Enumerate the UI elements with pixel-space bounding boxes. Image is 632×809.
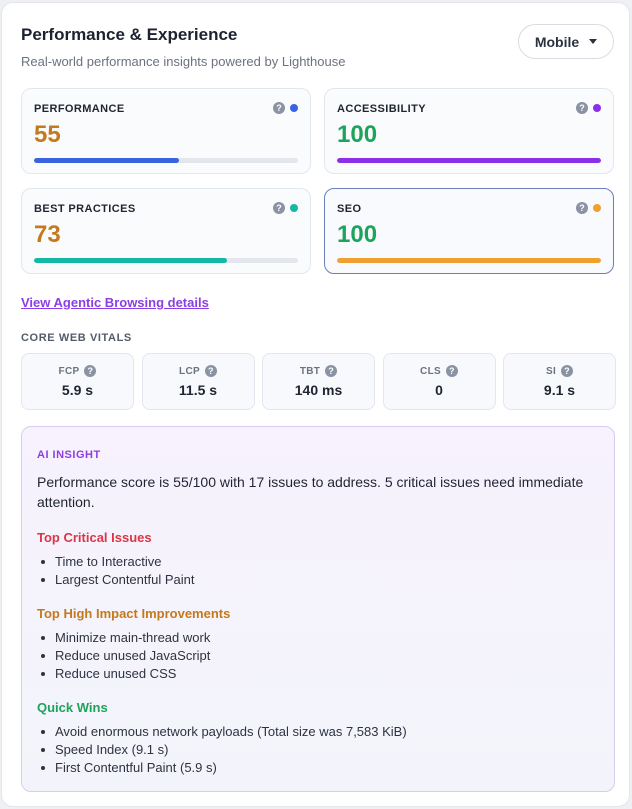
- device-dropdown[interactable]: Mobile: [518, 24, 614, 59]
- score-progress-fill: [337, 158, 601, 163]
- score-label: SEO: [337, 203, 362, 215]
- question-icon[interactable]: ?: [273, 202, 285, 214]
- score-progress-bar: [337, 158, 601, 163]
- vital-lcp: LCP? 11.5 s: [141, 353, 255, 410]
- vital-value: 140 ms: [294, 382, 343, 398]
- question-icon[interactable]: ?: [273, 102, 285, 114]
- list-item: Speed Index (9.1 s): [41, 741, 407, 759]
- question-icon[interactable]: ?: [561, 365, 574, 377]
- agentic-browsing-link[interactable]: View Agentic Browsing details: [21, 295, 209, 310]
- vital-label: LCP: [179, 365, 200, 377]
- vital-value: 9.1 s: [543, 382, 576, 398]
- score-card-seo[interactable]: SEO 100?: [324, 188, 614, 274]
- card-title: Performance & Experience: [21, 25, 238, 44]
- list-item: Minimize main-thread work: [40, 630, 211, 645]
- list-item: First Contentful Paint (5.9 s): [41, 759, 407, 777]
- ai-insight-panel: AI INSIGHT Performance score is 55/100 w…: [21, 426, 615, 792]
- question-icon[interactable]: ?: [576, 102, 588, 114]
- vital-si: SI? 9.1 s: [503, 353, 616, 410]
- score-card-accessibility[interactable]: ACCESSIBILITY 100?: [324, 88, 614, 174]
- score-value: 100: [337, 221, 378, 248]
- insight-list: Minimize main-thread work Reduce unused J…: [40, 629, 211, 683]
- score-progress-bar: [337, 258, 601, 263]
- vital-label: SI: [545, 365, 557, 377]
- score-progress-fill: [34, 258, 227, 263]
- ai-insight-summary: Performance score is 55/100 with 17 issu…: [37, 474, 584, 510]
- score-card-best-practices[interactable]: BEST PRACTICES 73?: [21, 188, 311, 274]
- question-icon[interactable]: ?: [576, 202, 588, 214]
- vital-label: CLS: [420, 365, 441, 377]
- core-web-vitals-heading: CORE WEB VITALS: [21, 332, 132, 344]
- chevron-down-icon: [589, 39, 598, 44]
- vital-tbt: TBT? 140 ms: [262, 353, 375, 410]
- list-item: Reduce unused CSS: [40, 665, 210, 683]
- question-icon[interactable]: ?: [204, 365, 217, 377]
- ai-insight-tag: AI INSIGHT: [37, 449, 101, 461]
- status-dot: [593, 204, 601, 212]
- vital-label: TBT: [299, 365, 321, 377]
- vital-value: 5.9 s: [61, 382, 94, 398]
- vital-cls: CLS? 0: [382, 353, 496, 410]
- status-dot: [290, 104, 298, 112]
- list-item: Reduce unused JavaScript: [40, 648, 211, 663]
- card-subtitle: Real-world performance insights powered …: [21, 54, 346, 69]
- vital-fcp: FCP? 5.9 s: [21, 353, 134, 410]
- vital-value: 0: [435, 382, 443, 398]
- device-label: Mobile: [534, 33, 580, 50]
- score-card-performance[interactable]: PERFORMANCE 55?: [21, 88, 311, 174]
- score-label: BEST PRACTICES: [34, 203, 136, 215]
- score-value: 55: [34, 121, 61, 148]
- insight-group-title: Top High Impact Improvements: [37, 606, 231, 621]
- insight-list: Avoid enormous network payloads (Total s…: [41, 723, 407, 777]
- list-item: Avoid enormous network payloads (Total s…: [41, 724, 407, 739]
- insight-list: Time to Interactive Largest Contentful Pa…: [40, 553, 195, 589]
- vital-label: FCP: [58, 365, 80, 377]
- status-dot: [290, 204, 298, 212]
- score-value: 73: [34, 221, 61, 248]
- question-icon[interactable]: ?: [84, 365, 97, 377]
- insight-group-title: Quick Wins: [37, 700, 108, 715]
- insight-group-title: Top Critical Issues: [37, 530, 152, 545]
- score-progress-fill: [337, 258, 601, 263]
- score-progress-bar: [34, 158, 298, 163]
- vital-value: 11.5 s: [178, 382, 218, 398]
- question-icon[interactable]: ?: [445, 365, 458, 377]
- score-progress-fill: [34, 158, 180, 163]
- question-icon[interactable]: ?: [325, 365, 338, 377]
- score-label: ACCESSIBILITY: [337, 103, 426, 115]
- score-label: PERFORMANCE: [34, 103, 125, 115]
- list-item: Largest Contentful Paint: [40, 572, 195, 587]
- status-dot: [593, 104, 601, 112]
- score-progress-bar: [34, 258, 298, 263]
- score-value: 100: [337, 121, 378, 148]
- list-item: Time to Interactive: [40, 553, 194, 571]
